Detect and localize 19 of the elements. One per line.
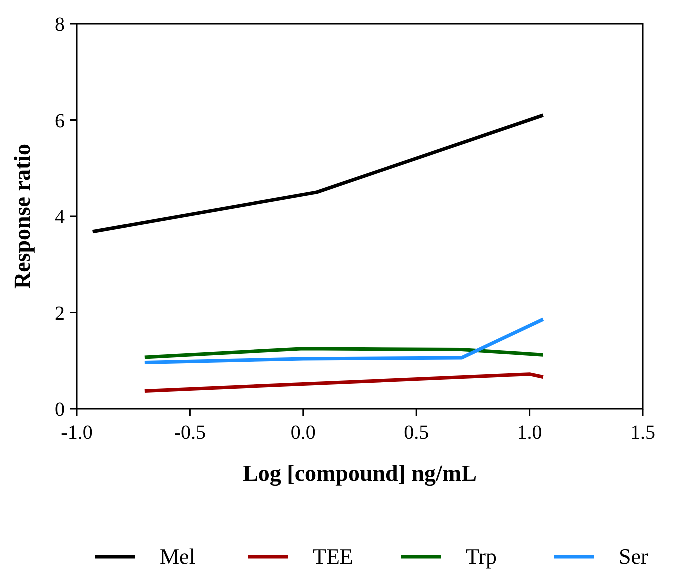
x-axis-title: Log [compound] ng/mL: [243, 461, 477, 487]
x-tick-label: 0.0: [290, 422, 316, 444]
legend-label: Ser: [619, 544, 649, 569]
legend-label: Trp: [466, 544, 497, 569]
line-series: [143, 318, 546, 365]
line-series: [143, 347, 546, 360]
x-tick-label: -1.0: [61, 422, 93, 444]
y-axis-title: Response ratio: [10, 144, 35, 290]
legend-label: TEE: [313, 544, 354, 569]
y-tick-label: 6: [55, 110, 65, 132]
y-tick-label: 8: [55, 14, 65, 36]
legend-label: Mel: [160, 544, 196, 569]
y-tick-label: 4: [55, 206, 65, 228]
x-tick-label: -0.5: [174, 422, 206, 444]
x-tick-label: 1.0: [517, 422, 542, 444]
x-tick-label: 0.5: [404, 422, 430, 444]
y-tick-label: 0: [55, 399, 65, 421]
x-tick-label: 1.5: [630, 422, 656, 444]
y-tick-label: 2: [55, 302, 65, 325]
